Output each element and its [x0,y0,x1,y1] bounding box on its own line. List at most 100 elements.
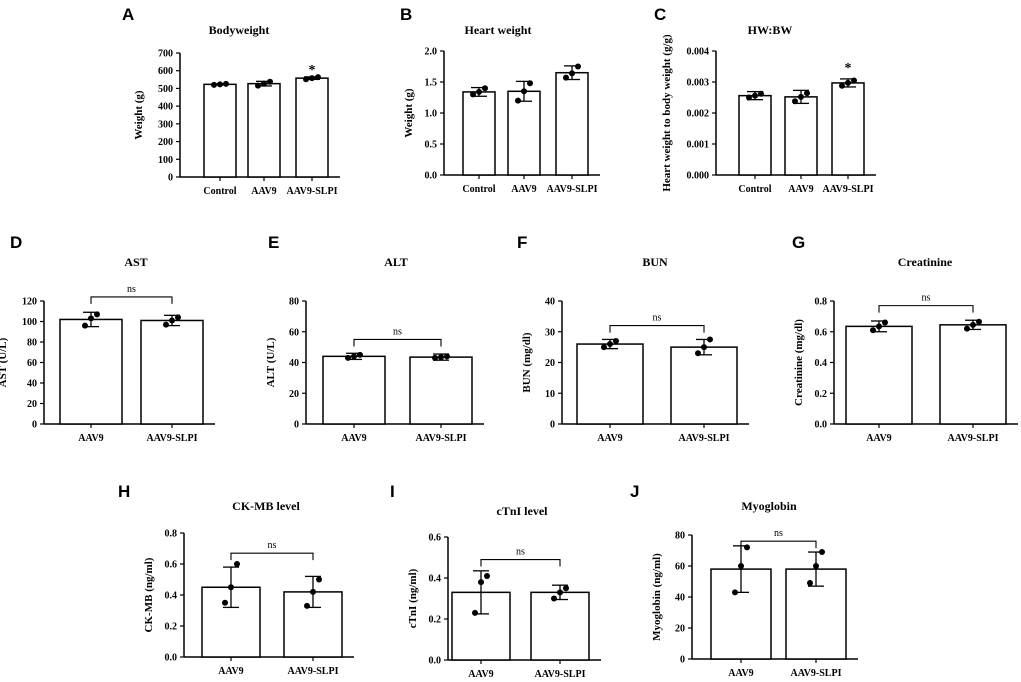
chart-panel-f: F BUN 0 10 20 30 40 BUN (mg/dl) AAV9 AAV9-SLPI ns [517,233,749,444]
data-point [851,77,857,84]
data-point [470,91,476,98]
data-point [527,80,533,87]
chart-panel-d: D AST 0 20 40 60 80 100 120 AST (U/L) AAV9 AAV9-SLP… [0,233,215,444]
significance-bracket [480,559,561,567]
data-point [357,351,363,358]
data-point [222,599,228,606]
chart-title: HW:BW [748,23,793,37]
y-tick-label: 1.5 [425,78,438,89]
data-point [870,327,876,334]
x-tick-label: AAV9-SLPI [535,669,586,680]
data-point [732,589,738,596]
data-point [557,589,563,596]
data-point [444,353,450,360]
y-tick-label: 30 [545,327,555,338]
data-point [267,78,273,85]
data-point [569,70,575,77]
chart-title: AST [124,255,147,269]
data-point [94,311,100,318]
y-axis-label: Heart weight to body weight (g/g) [661,34,673,192]
x-tick-label: AAV9-SLPI [948,433,999,444]
data-point [472,609,478,616]
y-tick-label: 2.0 [425,47,438,58]
data-point [744,544,750,551]
chart-panel-c: C HW:BW 0.000 0.001 0.002 0.003 0.004 Heart wei… [654,5,876,195]
panel-letter: B [400,5,412,24]
data-point [738,563,744,569]
data-point [613,337,619,344]
data-point [345,354,351,361]
y-tick-label: 100 [22,317,37,328]
data-point [882,319,888,326]
panel-letter: A [122,5,134,24]
significance-bracket [878,305,974,313]
x-tick-label: AAV9 [788,184,813,195]
data-point [82,322,88,329]
data-point [695,350,701,357]
panel-letter: H [118,482,130,501]
significance-bracket [740,540,817,549]
bar [670,346,738,425]
y-tick-label: 100 [158,155,173,166]
significance-bracket [609,325,705,333]
bar [738,94,772,176]
y-tick-label: 0.4 [429,574,442,585]
bar [140,319,204,425]
y-tick-label: 40 [289,358,299,369]
data-point [163,321,169,328]
bar [576,343,644,425]
y-tick-label: 0.2 [429,615,442,626]
y-tick-label: 0.0 [425,171,438,182]
data-point [758,90,764,97]
y-tick-label: 0.4 [815,358,828,369]
bar [295,77,329,178]
x-tick-label: AAV9 [728,668,753,679]
y-tick-label: 200 [158,137,173,148]
y-tick-label: 80 [675,531,685,542]
x-tick-label: AAV9-SLPI [547,184,598,195]
y-tick-label: 60 [27,358,37,369]
y-tick-label: 0 [680,655,685,666]
data-point [303,76,309,83]
y-tick-label: 0.8 [815,297,828,308]
panel-letter: E [268,233,279,252]
x-tick-label: AAV9 [597,433,622,444]
significance-label: ns [268,540,277,551]
data-point [223,80,229,87]
bar [203,83,237,178]
data-point [521,88,527,95]
bar [59,318,123,425]
x-tick-label: AAV9-SLPI [416,433,467,444]
data-point [316,576,322,583]
data-point [970,321,976,328]
data-point [234,561,240,567]
chart-title: Myoglobin [741,499,797,513]
x-tick-label: AAV9-SLPI [679,433,730,444]
y-tick-label: 80 [27,338,37,349]
y-tick-label: 0.6 [165,560,178,571]
y-tick-label: 0 [550,420,555,431]
y-tick-label: 0.0 [815,420,828,431]
data-point [976,318,982,325]
y-tick-label: 40 [27,379,37,390]
data-point [701,344,707,351]
chart-panel-b: B Heart weight 0.0 0.5 1.0 1.5 2.0 Weight (g) Co… [400,5,600,195]
x-tick-label: AAV9-SLPI [791,668,842,679]
y-axis-label: ALT (U/L) [265,337,277,387]
significance-label: ns [516,547,525,558]
y-tick-label: 60 [675,562,685,573]
chart-title: CK-MB level [232,499,300,513]
y-tick-label: 600 [158,66,173,77]
significance-bracket [353,338,442,347]
x-tick-label: AAV9-SLPI [147,433,198,444]
data-point [484,572,490,579]
x-tick-label: Control [203,186,236,197]
data-point [478,579,484,586]
y-axis-label: CK-MB (ng/ml) [143,557,155,632]
data-point [261,80,267,87]
data-point [746,94,752,101]
y-tick-label: 0.004 [687,47,710,58]
data-point [813,563,819,569]
data-point [792,98,798,105]
